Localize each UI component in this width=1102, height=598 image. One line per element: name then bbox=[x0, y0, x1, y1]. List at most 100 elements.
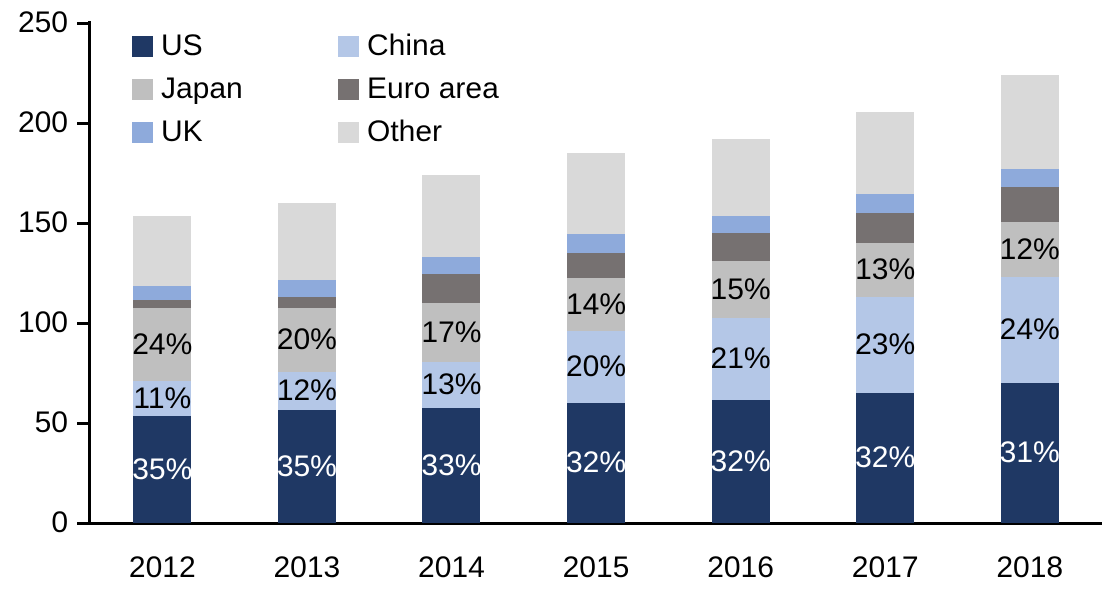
x-axis-label-2017: 2017 bbox=[851, 551, 919, 584]
legend-label-china: China bbox=[367, 29, 446, 62]
bar-segment-uk-2016 bbox=[711, 216, 770, 233]
legend-label-other: Other bbox=[367, 115, 443, 148]
y-axis-tick-label: 0 bbox=[51, 506, 68, 539]
x-axis-label-2012: 2012 bbox=[128, 551, 196, 584]
bar-segment-uk-2014 bbox=[422, 257, 481, 274]
bar-segment-us-2014 bbox=[422, 408, 481, 523]
bar-segment-japan-2017 bbox=[856, 243, 915, 297]
bar-percentage-label-japan-2016: 15% bbox=[710, 272, 771, 306]
bar-percentage-label-china-2016: 21% bbox=[710, 342, 771, 375]
bar-percentage-label-japan-2017: 13% bbox=[855, 253, 916, 286]
bar-segment-uk-2012 bbox=[133, 286, 192, 300]
bar-segment-other-2015 bbox=[567, 153, 625, 234]
bar-segment-china-2018 bbox=[1000, 277, 1059, 383]
x-axis-label-2015: 2015 bbox=[562, 551, 630, 584]
bar-segment-euro-area-2018 bbox=[1000, 187, 1059, 222]
legend-item-japan: Japan bbox=[132, 74, 243, 104]
bar-segment-other-2013 bbox=[277, 203, 336, 280]
bar-segment-euro-area-2014 bbox=[422, 274, 481, 303]
bar-segment-other-2018 bbox=[1000, 75, 1059, 169]
y-axis-tick-label: 100 bbox=[17, 306, 68, 339]
bar-percentage-label-japan-2018: 12% bbox=[999, 232, 1060, 266]
bar-segment-japan-2018 bbox=[1000, 222, 1059, 277]
bar-percentage-label-china-2015: 20% bbox=[565, 350, 627, 383]
legend-item-us: US bbox=[132, 31, 203, 61]
x-axis-label-2014: 2014 bbox=[418, 551, 485, 584]
bar-segment-other-2014 bbox=[422, 175, 481, 257]
legend-label-us: US bbox=[161, 29, 203, 62]
y-axis-tick bbox=[77, 421, 90, 425]
bar-percentage-label-us-2015: 32% bbox=[565, 446, 627, 479]
bar-segment-japan-2016 bbox=[711, 261, 770, 318]
bar-segment-japan-2014 bbox=[422, 303, 481, 362]
bar-percentage-label-us-2016: 32% bbox=[710, 444, 771, 478]
bar-percentage-label-us-2013: 35% bbox=[276, 449, 337, 483]
bar-segment-china-2016 bbox=[711, 318, 770, 400]
bar-percentage-label-china-2014: 13% bbox=[421, 368, 482, 401]
legend-label-japan: Japan bbox=[161, 72, 243, 105]
bar-percentage-label-us-2012: 35% bbox=[132, 452, 193, 486]
legend-item-other: Other bbox=[338, 117, 442, 147]
bar-segment-euro-area-2012 bbox=[133, 300, 192, 308]
bar-segment-us-2017 bbox=[856, 393, 915, 523]
bar-segment-uk-2013 bbox=[277, 280, 336, 297]
y-axis-tick bbox=[77, 221, 90, 225]
legend-swatch-euro-area bbox=[338, 78, 359, 100]
bar-percentage-label-japan-2013: 20% bbox=[276, 323, 337, 356]
bar-segment-us-2013 bbox=[277, 410, 336, 523]
y-axis-tick bbox=[77, 121, 90, 125]
y-axis-tick-label: 50 bbox=[34, 406, 68, 439]
legend-swatch-other bbox=[338, 121, 359, 143]
bar-segment-uk-2017 bbox=[856, 194, 915, 213]
bar-segment-us-2012 bbox=[133, 416, 192, 523]
legend-swatch-japan bbox=[132, 78, 153, 100]
bar-segment-japan-2015 bbox=[567, 278, 625, 331]
legend-item-china: China bbox=[338, 31, 445, 61]
bar-percentage-label-china-2013: 12% bbox=[276, 374, 337, 407]
y-axis-tick-label: 150 bbox=[17, 206, 68, 239]
y-axis-tick-label: 200 bbox=[17, 106, 68, 139]
bar-segment-china-2014 bbox=[422, 362, 481, 408]
bar-segment-japan-2013 bbox=[277, 308, 336, 372]
bar-segment-euro-area-2013 bbox=[277, 297, 336, 308]
bar-segment-uk-2015 bbox=[567, 234, 625, 253]
bar-percentage-label-us-2014: 33% bbox=[421, 448, 482, 482]
bar-segment-euro-area-2016 bbox=[711, 233, 770, 261]
bar-percentage-label-us-2018: 31% bbox=[999, 436, 1060, 469]
bar-percentage-label-china-2017: 23% bbox=[855, 328, 916, 361]
bar-segment-china-2017 bbox=[856, 297, 915, 393]
legend-swatch-us bbox=[132, 35, 153, 57]
bar-segment-china-2015 bbox=[567, 331, 625, 403]
bar-segment-other-2017 bbox=[856, 112, 915, 194]
y-axis-tick bbox=[77, 21, 90, 25]
bar-segment-china-2013 bbox=[277, 372, 336, 410]
legend-label-uk: UK bbox=[161, 115, 203, 148]
bar-percentage-label-china-2012: 11% bbox=[133, 381, 192, 415]
bar-percentage-label-japan-2015: 14% bbox=[565, 287, 627, 321]
bar-segment-other-2012 bbox=[133, 216, 192, 286]
legend-swatch-uk bbox=[132, 121, 153, 143]
y-axis-line bbox=[88, 21, 91, 525]
x-axis-line bbox=[77, 521, 1102, 525]
bar-percentage-label-japan-2012: 24% bbox=[132, 327, 193, 361]
legend-item-uk: UK bbox=[132, 117, 203, 147]
x-axis-label-2013: 2013 bbox=[273, 551, 341, 584]
bar-segment-us-2016 bbox=[711, 400, 770, 523]
bar-segment-us-2018 bbox=[1000, 383, 1059, 523]
bar-segment-japan-2012 bbox=[133, 308, 192, 381]
bar-percentage-label-china-2018: 24% bbox=[999, 313, 1060, 346]
legend-item-euro-area: Euro area bbox=[338, 74, 499, 104]
bar-segment-euro-area-2017 bbox=[856, 213, 915, 243]
legend-label-euro-area: Euro area bbox=[367, 72, 499, 105]
bar-segment-us-2015 bbox=[567, 403, 625, 523]
y-axis-tick-label: 250 bbox=[17, 6, 68, 39]
bar-percentage-label-japan-2014: 17% bbox=[421, 315, 482, 349]
bar-percentage-label-us-2017: 32% bbox=[855, 441, 916, 474]
x-axis-label-2016: 2016 bbox=[707, 551, 774, 584]
bar-segment-euro-area-2015 bbox=[567, 253, 625, 278]
y-axis-tick bbox=[77, 321, 90, 325]
bar-segment-other-2016 bbox=[711, 139, 770, 216]
x-axis-label-2018: 2018 bbox=[996, 551, 1064, 584]
bar-segment-uk-2018 bbox=[1000, 169, 1059, 187]
